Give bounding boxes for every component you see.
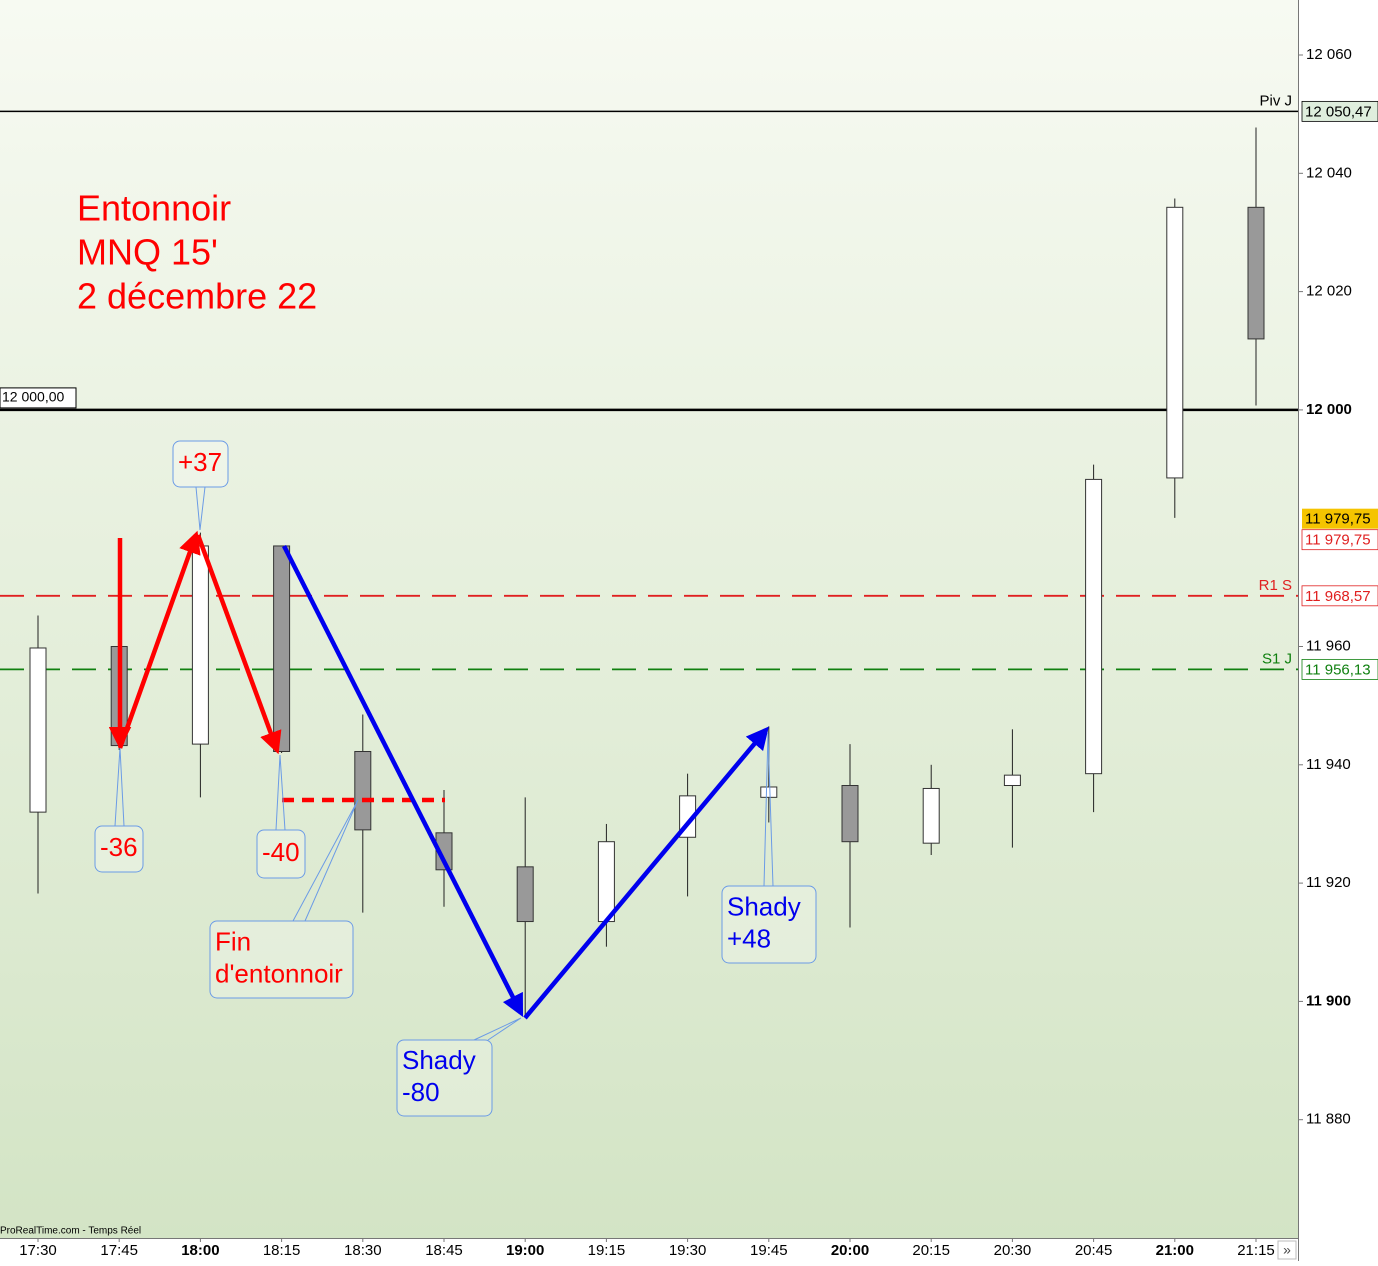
candle-body: [841, 785, 859, 843]
callout-pointer: [275, 754, 286, 831]
x-tick-label: 20:15: [912, 1242, 950, 1259]
arrow: [195, 534, 282, 755]
candle-body: [922, 787, 940, 844]
callout-text: -80: [402, 1077, 440, 1107]
hline-label: 12 000,00: [2, 389, 64, 405]
x-tick-label: 20:00: [831, 1242, 869, 1259]
callout-text: Shady: [727, 891, 801, 921]
level-name: Piv J: [1259, 92, 1292, 109]
x-tick-label: 17:45: [100, 1242, 138, 1259]
x-tick-label: 19:15: [588, 1242, 626, 1259]
x-tick-label: 18:00: [181, 1242, 219, 1259]
callout-text: Shady: [402, 1045, 476, 1075]
scroll-icon[interactable]: »: [1283, 1242, 1291, 1258]
x-tick-label: 18:15: [263, 1242, 301, 1259]
x-tick-label: 21:15: [1237, 1242, 1275, 1259]
level-label-box: [1301, 585, 1378, 607]
level-name: R1 S: [1259, 577, 1292, 594]
candle-body: [597, 841, 615, 923]
y-tick-label: 11 960: [1306, 637, 1351, 654]
y-tick-label: 12 060: [1306, 46, 1352, 63]
y-tick-label: 11 920: [1306, 874, 1351, 891]
candle-body: [516, 866, 534, 923]
candle-body: [29, 647, 47, 813]
level-label-box: [1301, 100, 1378, 122]
last-price-label: 11 979,75: [1305, 511, 1371, 528]
candle-body: [1085, 478, 1103, 775]
level-name: S1 J: [1262, 650, 1292, 667]
chart-title: 2 décembre 22: [77, 276, 317, 317]
level-label: 11 968,57: [1305, 588, 1371, 605]
y-tick-label: 11 940: [1306, 756, 1351, 773]
candle-body: [1003, 774, 1021, 787]
plot-background: [0, 0, 1298, 1238]
arrow: [281, 544, 524, 1018]
arrow: [523, 726, 769, 1020]
callout-pointer: [763, 732, 774, 887]
last-price-box: [1301, 529, 1378, 551]
callout-text: +48: [727, 923, 771, 953]
level-label: 12 050,47: [1305, 103, 1372, 120]
axis-background: [1298, 0, 1378, 1261]
y-tick-label: 12 020: [1306, 283, 1352, 300]
level-label-box: [1301, 658, 1378, 680]
x-tick-label: 19:30: [669, 1242, 707, 1259]
callout-text: -40: [262, 837, 300, 867]
x-tick-label: 17:30: [19, 1242, 57, 1259]
last-price-box: [1302, 508, 1378, 529]
x-tick-label: 18:30: [344, 1242, 382, 1259]
callout-pointer: [195, 486, 206, 531]
callout-box: [172, 440, 229, 488]
x-tick-label: 20:30: [994, 1242, 1032, 1259]
callout-text: Fin: [215, 926, 251, 956]
callout-text: d'entonnoir: [215, 958, 343, 988]
arrow: [117, 530, 201, 749]
callout-box: [396, 1039, 493, 1117]
chart-title: Entonnoir: [77, 188, 231, 229]
callout-text: +37: [178, 447, 222, 477]
axis-background: [0, 1238, 1298, 1261]
y-tick-label: 11 900: [1306, 992, 1351, 1009]
level-label: 11 956,13: [1305, 661, 1371, 678]
source-text: ProRealTime.com - Temps Réel: [0, 1226, 141, 1237]
annotation-arrows: [108, 530, 769, 1020]
callout-text: -36: [100, 832, 138, 862]
x-tick-label: 21:00: [1156, 1242, 1194, 1259]
callout-box: [256, 829, 306, 879]
callout-pointer: [292, 799, 359, 922]
callout-box: [94, 825, 144, 873]
x-tick-label: 19:00: [506, 1242, 544, 1259]
candle-body: [1247, 206, 1265, 340]
candle-body: [1166, 206, 1184, 479]
x-tick-label: 18:45: [425, 1242, 463, 1259]
candle-body: [760, 786, 778, 798]
candle-body: [191, 545, 209, 745]
candle-body: [273, 545, 291, 752]
y-tick-label: 12 000: [1306, 401, 1352, 418]
callout-box: [721, 885, 817, 964]
hline-label-box: [0, 387, 77, 409]
candle-body: [354, 750, 372, 831]
y-tick-label: 11 880: [1306, 1111, 1351, 1128]
x-tick-label: 20:45: [1075, 1242, 1113, 1259]
y-tick-label: 12 040: [1306, 164, 1352, 181]
scroll-button[interactable]: [1277, 1240, 1297, 1260]
candle-body: [435, 832, 453, 871]
callout-pointer: [114, 747, 125, 827]
last-price-label: 11 979,75: [1305, 532, 1371, 549]
callout-pointer: [473, 1017, 522, 1041]
x-tick-label: 19:45: [750, 1242, 788, 1259]
chart-title: MNQ 15': [77, 232, 218, 273]
callout-box: [209, 920, 354, 999]
